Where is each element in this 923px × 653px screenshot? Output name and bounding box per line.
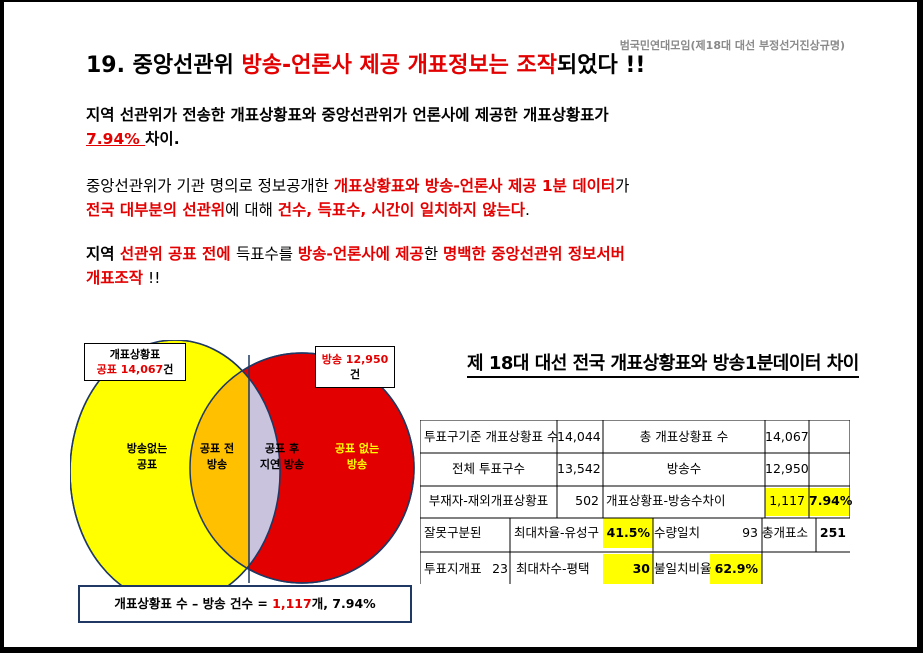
p2-c: 가	[615, 177, 630, 195]
p1-tail: 차이.	[145, 130, 180, 148]
p2-f: 건수, 득표수, 시간이 일치하지 않는다	[277, 201, 526, 219]
table-row4-d: 수량일치	[654, 525, 701, 540]
region-label-right-only: 공표 없는 방송	[324, 441, 390, 473]
source-label: 범국민연대모임(제18대 대선 부정선거진상규명)	[619, 39, 845, 52]
venn-diagram	[70, 340, 415, 605]
table-row3-label1: 부재자-재외개표상황표	[428, 493, 549, 508]
title-part3: 되었다 !!	[556, 53, 646, 78]
table-row4-f: 총개표소	[762, 525, 809, 540]
broadcast-count-box: 방송 12,950 건	[315, 346, 395, 388]
hl-629	[710, 554, 762, 584]
p3-b: 선관위 공표 전에	[119, 245, 236, 263]
hl-1117	[765, 488, 809, 516]
announce-box-line1: 개표상황표	[109, 348, 161, 361]
right-mid-line2: 지연 방송	[259, 458, 305, 471]
hl-794	[809, 488, 850, 516]
right-mid-line1: 공표 후	[264, 442, 300, 455]
title-part2: 방송-언론사 제공 개표정보는 조작	[241, 53, 557, 78]
table-row2-label1: 전체 투표구수	[452, 461, 525, 476]
announce-count-box: 개표상황표 공표 14,067건	[84, 343, 186, 381]
p2-d: 전국 대부분의 선관위	[86, 201, 226, 219]
paragraph-1: 지역 선관위가 전송한 개표상황표와 중앙선관위가 언론사에 제공한 개표상황표…	[86, 103, 846, 151]
p3-g: 개표조작	[86, 269, 144, 287]
left-mid-line2: 방송	[206, 458, 228, 471]
table-row4-e: 93	[742, 525, 758, 540]
title-part1: 19. 중앙선관위	[86, 53, 242, 78]
table-row5-f: 62.9%	[714, 561, 758, 576]
region-label-left-only: 방송없는 공표	[110, 441, 184, 473]
table-row1-value2: 14,067	[765, 429, 809, 444]
table-row2-value2: 12,950	[765, 461, 809, 476]
p2-e: 에 대해	[225, 201, 278, 219]
region-label-right-mid: 공표 후 지연 방송	[250, 441, 314, 473]
broadcast-box-label: 방송 12,950	[321, 353, 389, 366]
left-mid-line1: 공표 전	[199, 442, 235, 455]
slide-title: 19. 중앙선관위 방송-언론사 제공 개표정보는 조작되었다 !!	[86, 47, 645, 79]
table-row5-b: 23	[492, 561, 508, 576]
summary-a: 개표상황표 수 – 방송 건수 =	[114, 596, 273, 611]
table-row1-label2: 총 개표상황표 수	[639, 429, 729, 444]
table-row2-label2: 방송수	[666, 461, 702, 476]
summary-b: 1,117	[272, 596, 312, 611]
summary-c: 개, 7.94%	[311, 596, 376, 611]
right-only-line1: 공표 없는	[334, 442, 380, 455]
p3-a: 지역	[86, 245, 120, 263]
right-only-line2: 방송	[346, 458, 368, 471]
table-row3-value2: 1,117	[769, 493, 805, 508]
table-row2-value1: 13,542	[557, 461, 601, 476]
p2-a: 중앙선관위가 기관 명의로 정보공개한	[86, 177, 334, 195]
announce-box-line2: 공표 14,067	[96, 363, 164, 376]
table-row4-g: 251	[819, 525, 846, 540]
table-row4-b: 최대차율-유성구	[514, 525, 600, 540]
table-row1-label1: 투표구기준 개표상황표 수	[424, 429, 559, 444]
p2-g: .	[525, 201, 530, 219]
announce-box-suffix: 건	[163, 363, 174, 376]
p3-e: 한	[423, 245, 444, 263]
table-row3-label2: 개표상황표-방송수차이	[606, 493, 726, 508]
left-only-line2: 공표	[136, 458, 158, 471]
table-row4-a: 잘못구분된	[424, 525, 482, 540]
table-row5-e: 불일치비율	[654, 561, 712, 576]
summary-box: 개표상황표 수 – 방송 건수 = 1,117개, 7.94%	[78, 585, 412, 623]
p1-line1: 지역 선관위가 전송한 개표상황표와 중앙선관위가 언론사에 제공한 개표상황표…	[86, 106, 609, 124]
left-only-line1: 방송없는	[126, 442, 168, 455]
table-title: 제 18대 대선 전국 개표상황표와 방송1분데이터 차이	[467, 349, 859, 378]
hl-30	[603, 554, 653, 584]
table-grid	[420, 420, 850, 584]
table-row4-c: 41.5%	[606, 525, 650, 540]
p1-percent: 7.94%	[86, 130, 146, 148]
hl-415	[603, 518, 653, 548]
table-row3-value1: 502	[575, 493, 599, 508]
paragraph-3: 지역 선관위 공표 전에 득표수를 방송-언론사에 제공한 명백한 중앙선관위 …	[86, 242, 846, 290]
p3-d: 방송-언론사에 제공	[297, 245, 424, 263]
p3-c: 득표수를	[235, 245, 298, 263]
broadcast-box-suffix: 건	[349, 368, 361, 381]
table-row3-value3: 7.94%	[809, 493, 853, 508]
paragraph-2: 중앙선관위가 기관 명의로 정보공개한 개표상황표와 방송-언론사 제공 1분 …	[86, 174, 846, 222]
p2-b: 개표상황표와 방송-언론사 제공 1분 데이터	[333, 177, 616, 195]
table-row5-a: 투표지개표	[424, 561, 482, 576]
region-label-left-mid: 공표 전 방송	[187, 441, 247, 473]
table-row5-c: 최대차수-평택	[516, 561, 590, 576]
p3-h: !!	[143, 269, 161, 287]
table-row5-d: 30	[632, 561, 650, 576]
p3-f: 명백한 중앙선관위 정보서버	[443, 245, 625, 263]
table-row1-value1: 14,044	[557, 429, 601, 444]
